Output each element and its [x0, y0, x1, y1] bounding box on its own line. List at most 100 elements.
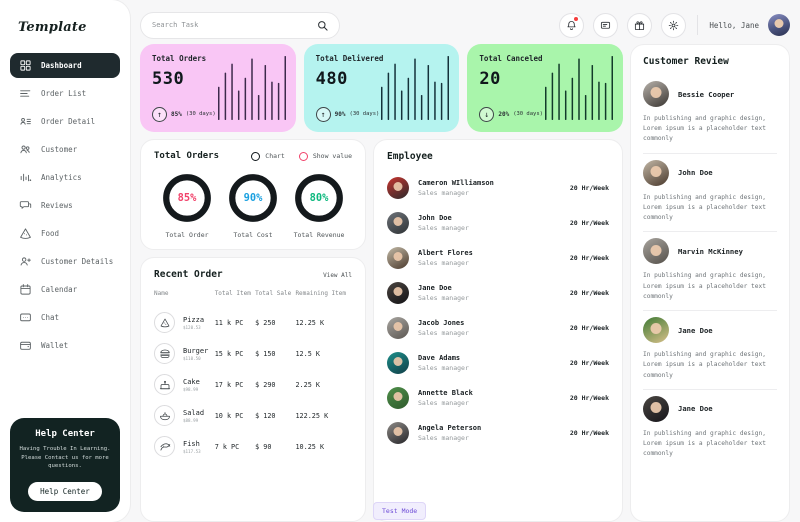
- recent-order-table: Name Total Item Total Sale Remaining Item P…: [154, 290, 352, 462]
- cell-total-sale: $ 90: [255, 442, 272, 451]
- notification-badge: [574, 16, 579, 21]
- content-right: Customer Review Bessie Cooper In publishi…: [630, 44, 790, 522]
- pizza-icon: [19, 227, 32, 240]
- food-price: $98.99: [183, 386, 199, 392]
- employee-role: Sales manager: [418, 328, 469, 337]
- message-icon[interactable]: [593, 12, 619, 38]
- user-avatar[interactable]: [768, 14, 790, 36]
- sidebar-item-customer-details[interactable]: Customer Details: [10, 249, 120, 274]
- employee-name: Dave Adams: [418, 353, 461, 362]
- employee-hours: 20 Hr/Week: [569, 183, 609, 192]
- employee-avatar: [387, 246, 409, 269]
- sidebar-item-reviews[interactable]: Reviews: [10, 193, 120, 218]
- sidebar-item-order-list[interactable]: Order List: [10, 81, 120, 106]
- sidebar-item-chat[interactable]: Chat: [10, 305, 120, 330]
- user-greeting: Hello, Jane: [709, 20, 759, 30]
- brand-logo: Template: [18, 20, 87, 35]
- search-box[interactable]: [140, 11, 340, 39]
- reviewer-avatar: [643, 395, 669, 422]
- gift-icon[interactable]: [627, 12, 653, 38]
- employee-name: Jacob Jones: [418, 318, 465, 327]
- table-row[interactable]: Cake $98.99 17 k PC $ 290 2.25 K: [154, 369, 352, 400]
- sidebar-item-calendar[interactable]: Calendar: [10, 277, 120, 302]
- donut-panel-header: Total Orders Chart Show value: [154, 151, 352, 161]
- bar-chart-icon: [19, 171, 32, 184]
- table-row[interactable]: Burger $110.50 15 k PC $ 150 12.5 K: [154, 338, 352, 369]
- employee-name: Jane Doe: [418, 283, 452, 292]
- donut-value-label: 90%: [244, 192, 263, 204]
- content-left: Total Orders 530 ↑ 85% (30 days) Total Delive…: [140, 44, 624, 522]
- employee-row[interactable]: Dave Adams Sales manager 20 Hr/Week: [387, 345, 609, 380]
- reviewer-avatar: [643, 238, 669, 265]
- sidebar: Template Dashboard Order List Order Detail…: [0, 0, 130, 522]
- cell-name: Salad $88.99: [154, 400, 215, 431]
- donut-caption: Total Order: [165, 231, 209, 239]
- sidebar-item-label: Customer: [41, 145, 78, 154]
- cell-name: Fish $117.53: [154, 431, 215, 462]
- table-row[interactable]: Pizza $120.53 11 k PC $ 250 12.25 K: [154, 307, 352, 338]
- employee-name: John Doe: [418, 213, 452, 222]
- radio-icon[interactable]: [251, 151, 261, 161]
- kpi-value: 20: [479, 69, 501, 89]
- kpi-title: Total Delivered: [315, 54, 384, 63]
- help-center-text: Having Trouble In Learning. Please Conta…: [19, 446, 111, 470]
- sidebar-item-dashboard[interactable]: Dashboard: [10, 53, 120, 78]
- review-text: In publishing and graphic design, Lorem …: [643, 351, 766, 379]
- burger-icon: [154, 343, 175, 364]
- reviewer-name: John Doe: [678, 168, 713, 178]
- employee-row[interactable]: Angela Peterson Sales manager 20 Hr/Week: [387, 415, 609, 450]
- cell-name: Pizza $120.53: [154, 307, 215, 338]
- reviewer-name: Bessie Cooper: [678, 89, 735, 99]
- employee-avatar: [387, 176, 409, 199]
- bell-icon[interactable]: [559, 12, 585, 38]
- cell-total-sale: $ 250: [255, 318, 276, 327]
- column-header: Name: [154, 290, 169, 297]
- sidebar-item-label: Customer Details: [41, 257, 114, 266]
- kpi-title: Total Canceled: [479, 54, 543, 63]
- employee-row[interactable]: Albert Flores Sales manager 20 Hr/Week: [387, 240, 609, 275]
- search-input[interactable]: [152, 21, 311, 29]
- content-area: Total Orders 530 ↑ 85% (30 days) Total Delive…: [136, 42, 794, 522]
- legend-label: Show value: [312, 152, 352, 160]
- employee-avatar: [387, 351, 409, 374]
- employee-row[interactable]: John Doe Sales manager 20 Hr/Week: [387, 205, 609, 240]
- column-header: Remaining Item: [295, 290, 347, 297]
- search-icon[interactable]: [317, 16, 328, 35]
- sidebar-item-wallet[interactable]: Wallet: [10, 333, 120, 358]
- sidebar-item-label: Reviews: [41, 201, 73, 210]
- employee-row[interactable]: Jane Doe Sales manager 20 Hr/Week: [387, 275, 609, 310]
- sidebar-item-order-detail[interactable]: Order Detail: [10, 109, 120, 134]
- review-divider: [643, 388, 777, 390]
- review-item: Jane Doe In publishing and graphic design…: [643, 311, 777, 390]
- legend-label: Chart: [265, 152, 285, 160]
- employee-name: Angela Peterson: [418, 423, 482, 432]
- employee-row[interactable]: Cameron WIlliamson Sales manager 20 Hr/Wee…: [387, 170, 609, 205]
- sidebar-item-analytics[interactable]: Analytics: [10, 165, 120, 190]
- employee-row[interactable]: Jacob Jones Sales manager 20 Hr/Week: [387, 310, 609, 345]
- review-text: In publishing and graphic design, Lorem …: [643, 429, 766, 458]
- legend-option-show-value[interactable]: Show value: [298, 151, 352, 161]
- review-divider: [643, 152, 777, 154]
- kpi-card-total-orders: Total Orders 530 ↑ 85% (30 days): [140, 44, 296, 132]
- table-row[interactable]: Fish $117.53 7 k PC $ 90 10.25 K: [154, 431, 352, 462]
- employee-row[interactable]: Annette Black Sales manager 20 Hr/Week: [387, 380, 609, 415]
- help-center-button[interactable]: Help Center: [28, 482, 102, 501]
- sidebar-item-customer[interactable]: Customer: [10, 137, 120, 162]
- donut-total-order: 85% Total Order: [160, 171, 214, 239]
- kpi-trend: ↑ 90% (30 days): [315, 107, 448, 122]
- radio-icon[interactable]: [298, 151, 308, 161]
- recent-order-header: Recent Order View All: [154, 269, 352, 280]
- view-all-link[interactable]: View All: [323, 272, 352, 279]
- table-row[interactable]: Salad $88.99 10 k PC $ 120 122.25 K: [154, 400, 352, 431]
- employee-hours: 20 Hr/Week: [569, 288, 609, 297]
- legend-option-chart[interactable]: Chart: [251, 151, 285, 161]
- review-header: Marvin McKinney: [643, 238, 777, 265]
- review-header: Jane Doe: [643, 317, 777, 344]
- sidebar-item-food[interactable]: Food: [10, 221, 120, 246]
- table-body: Pizza $120.53 11 k PC $ 250 12.25 K Burger $11…: [154, 307, 352, 462]
- cell-total-item: 15 k PC: [214, 349, 244, 358]
- donut-panel-title: Total Orders: [154, 151, 220, 161]
- gear-icon[interactable]: [661, 12, 687, 38]
- column-header: Total Item: [214, 290, 251, 297]
